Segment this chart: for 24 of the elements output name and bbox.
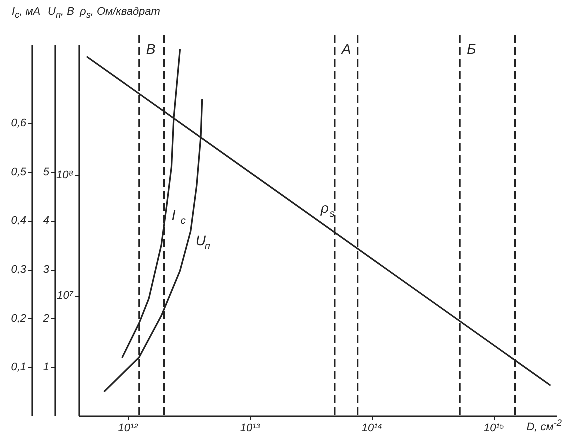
y2-tick-label: 0,4 [11, 215, 26, 228]
x-tick-label: 10¹³ [240, 422, 260, 434]
y2-tick-label: 0,5 [11, 166, 28, 178]
x-tick-label: 10¹² [118, 422, 138, 434]
x-axis-title: D, см$^{-2}$ [526, 418, 562, 434]
ref-line-label: В [146, 41, 156, 57]
y3-tick-label: 3 [43, 264, 50, 276]
x-tick-label: 10¹⁴ [362, 422, 383, 434]
ref-line-label: А [340, 41, 352, 57]
y2-tick-label: 0,2 [11, 312, 26, 325]
y3-tick-label: 4 [43, 215, 50, 228]
y-tick-label: 10⁷ [57, 290, 74, 302]
ref-line-label: Б [467, 41, 476, 57]
y3-axis-title: U$_{п}$, В [48, 6, 74, 20]
y2-axis-title: I$_{c}$, мА [12, 6, 41, 20]
y2-tick-label: 0,1 [11, 362, 26, 374]
y-axis-title: ρ$_{s}$, Ом/квадрат [80, 6, 160, 20]
y3-tick-label: 2 [42, 312, 50, 325]
y3-tick-label: 5 [43, 166, 50, 178]
y2-tick-label: 0,3 [11, 264, 28, 276]
x-tick-label: 10¹⁵ [484, 422, 505, 434]
y3-tick-label: 1 [43, 362, 50, 374]
y2-tick-label: 0,6 [11, 118, 28, 130]
y-tick-label: 10⁸ [56, 170, 74, 182]
